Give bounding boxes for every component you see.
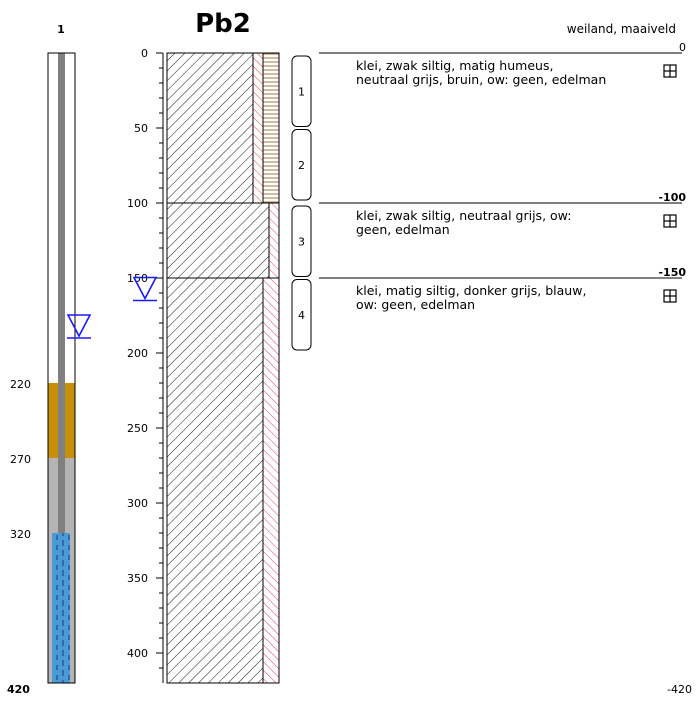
layer-1-silt-hatch (253, 53, 263, 203)
grid-square-icon (663, 289, 677, 303)
layer-3-clay-hatch (167, 278, 263, 683)
borehole-column (166, 52, 280, 684)
water-level-triangle-icon (132, 276, 158, 302)
triangle (66, 314, 92, 338)
axis-tick-label: 200 (127, 347, 148, 360)
layer-1-clay-hatch (167, 53, 253, 203)
well-column: 1 220 270 320 (10, 23, 92, 684)
well-depth-label: 270 (10, 453, 31, 466)
well-depth-label: 220 (10, 378, 31, 391)
layer-elevation-label: 0 (679, 41, 686, 54)
sample-label: 3 (298, 235, 305, 248)
layer-description: klei, matig siltig, donker grijs, blauw,… (356, 283, 586, 312)
grid-square-icon (663, 214, 677, 228)
well-number: 1 (57, 23, 65, 36)
layer-description: klei, zwak siltig, matig humeus, neutraal… (356, 58, 606, 87)
sample-box (291, 205, 312, 277)
axis-tick-label: 350 (127, 572, 148, 585)
layer-3-silt-hatch (263, 278, 279, 683)
borehole-title: Pb2 (195, 9, 251, 39)
axis-tick-label: 400 (127, 647, 148, 660)
axis-tick-label: 0 (141, 47, 148, 60)
triangle (132, 276, 158, 301)
sample-label: 4 (298, 309, 305, 322)
well-depth-labels: 220 270 320 (10, 378, 31, 541)
sample-boxes: 1 2 3 4 (291, 55, 312, 351)
water-level-triangle-icon (66, 314, 92, 339)
well-water-level-icon (66, 314, 92, 339)
well-outline (47, 52, 76, 684)
surface-description: weiland, maaiveld (567, 22, 676, 36)
borehole-water-level-icon (132, 276, 158, 302)
layer-elevation-label: -150 (658, 266, 686, 279)
well-layers (47, 52, 76, 684)
sample-label: 2 (298, 159, 305, 172)
layer-2-silt-hatch (269, 203, 279, 278)
axis-tick-label: 150 (127, 272, 148, 285)
layer-elevation-label: -100 (658, 191, 686, 204)
axis-tick-label: 300 (127, 497, 148, 510)
layer-descriptions: 0 klei, zwak siltig, matig humeus, neutraa… (319, 41, 686, 312)
axis-tick-label: 100 (127, 197, 148, 210)
sample-label: 1 (298, 85, 305, 98)
well-screen-slots (52, 533, 70, 683)
well-bottom-depth: 420 (7, 683, 30, 696)
sample-box (291, 55, 312, 127)
layer-description: klei, zwak siltig, neutraal grijs, ow: ge… (356, 208, 571, 237)
axis-tick-label: 50 (134, 122, 148, 135)
well-depth-label: 320 (10, 528, 31, 541)
layer-2-clay-hatch (167, 203, 269, 278)
borehole-outline (166, 52, 280, 684)
bottom-elevation: -420 (667, 683, 692, 696)
layer-1-humus-hatch (263, 53, 279, 203)
well-pipe (58, 53, 65, 533)
sample-box (291, 129, 312, 201)
depth-axis: 0 50 100 150 200 250 300 350 400 (127, 47, 164, 683)
sample-box (291, 279, 312, 351)
axis-tick-label: 250 (127, 422, 148, 435)
grid-square-icon (663, 64, 677, 78)
